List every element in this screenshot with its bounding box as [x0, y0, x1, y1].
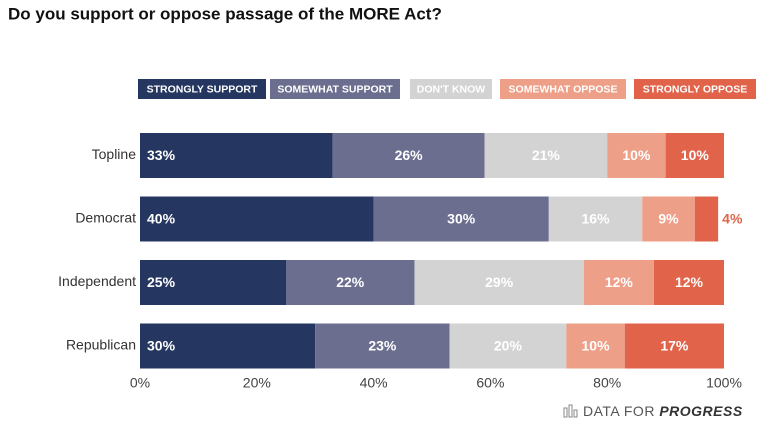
legend-label: SOMEWHAT OPPOSE [509, 83, 618, 95]
value-label: 12% [675, 274, 704, 290]
x-tick-label: 20% [243, 375, 271, 391]
value-label: 26% [395, 147, 424, 163]
value-label: 30% [447, 211, 476, 227]
legend-label: DON'T KNOW [417, 83, 485, 95]
legend-swatch [634, 79, 756, 99]
value-label: 12% [605, 274, 634, 290]
brand-prefix: DATA FOR [583, 403, 655, 419]
value-label: 10% [582, 338, 611, 354]
value-label: 21% [532, 147, 561, 163]
x-tick-label: 100% [706, 375, 742, 391]
bar-segment [642, 196, 695, 242]
bar-segment [315, 323, 450, 369]
bar-segment [140, 196, 374, 242]
legend-label: STRONGLY SUPPORT [147, 83, 258, 95]
value-label: 9% [658, 211, 679, 227]
category-label: Democrat [75, 210, 136, 226]
bar-segment [548, 196, 643, 242]
category-label: Independent [58, 273, 136, 289]
value-label: 29% [485, 274, 514, 290]
bar-segment [140, 323, 316, 369]
bar-segment [665, 133, 724, 178]
value-label: 17% [660, 338, 689, 354]
legend-swatch [410, 79, 492, 99]
bar-segment [140, 133, 333, 178]
value-label: 40% [147, 211, 176, 227]
bar-segment [484, 133, 608, 178]
value-label: 16% [582, 211, 611, 227]
value-label: 23% [368, 338, 397, 354]
bar-segment [373, 196, 549, 242]
bar-segment [607, 133, 666, 178]
bar-segment [414, 260, 584, 305]
chart-title: Do you support or oppose passage of the … [8, 4, 442, 23]
value-label: 10% [622, 147, 651, 163]
bar-segment [566, 323, 625, 369]
legend-swatch [138, 79, 266, 99]
value-label: 25% [147, 274, 176, 290]
brand-emphasis: PROGRESS [659, 403, 743, 419]
category-label: Republican [66, 337, 136, 353]
value-label: 10% [681, 147, 710, 163]
bar-segment [140, 260, 286, 305]
category-label: Topline [92, 146, 137, 162]
bar-segment [449, 323, 567, 369]
bar-segment [583, 260, 654, 305]
brand-icon [563, 404, 578, 418]
value-label: 33% [147, 147, 176, 163]
x-tick-label: 60% [476, 375, 504, 391]
value-label: 30% [147, 338, 176, 354]
value-label: 4% [722, 211, 743, 227]
x-tick-label: 0% [130, 375, 150, 391]
brand: DATA FOR PROGRESS [583, 403, 743, 419]
legend-label: SOMEWHAT SUPPORT [277, 83, 393, 95]
bar-segment [694, 196, 719, 242]
legend-swatch [500, 79, 626, 99]
value-label: 22% [336, 274, 365, 290]
bar-segment [653, 260, 724, 305]
bar-segment [624, 323, 724, 369]
legend-label: STRONGLY OPPOSE [643, 83, 747, 95]
x-tick-label: 80% [593, 375, 621, 391]
legend-swatch [270, 79, 400, 99]
x-tick-label: 40% [360, 375, 388, 391]
bar-segment [332, 133, 485, 178]
value-label: 20% [494, 338, 523, 354]
bar-segment [286, 260, 415, 305]
